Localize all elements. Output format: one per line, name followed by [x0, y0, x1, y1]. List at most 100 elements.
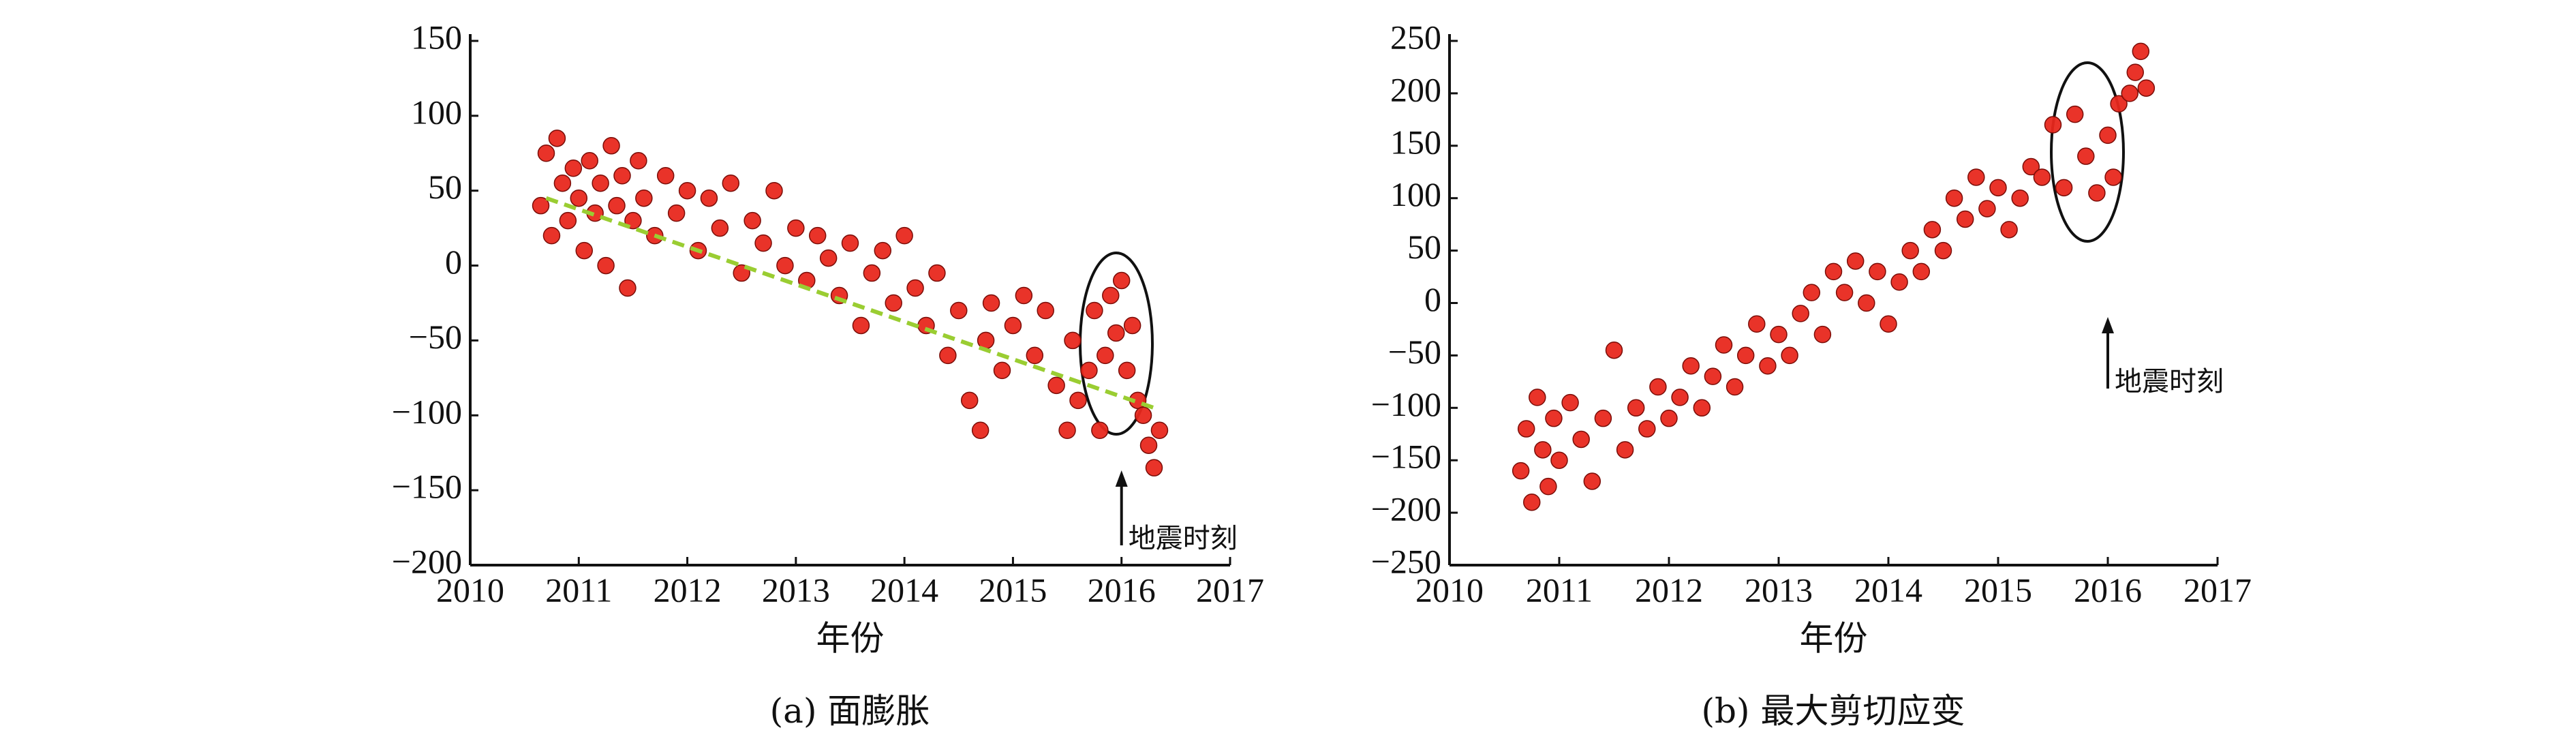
scatter-point — [1715, 336, 1733, 354]
x-tick-label: 2012 — [1635, 571, 1703, 609]
y-tick-label: −150 — [1371, 438, 1441, 476]
scatter-point — [1080, 361, 1098, 380]
x-tick-label: 2012 — [654, 571, 722, 609]
scatter-point — [537, 145, 555, 162]
scatter-point — [1858, 294, 1875, 312]
scatter-point — [1517, 420, 1535, 438]
scatter-point — [613, 166, 631, 185]
scatter-point — [1923, 221, 1942, 239]
scatter-point — [928, 264, 946, 282]
scatter-point — [559, 211, 577, 230]
scatter-point — [700, 189, 718, 207]
scatter-point — [1015, 286, 1033, 305]
scatter-point — [808, 226, 827, 245]
scatter-point — [841, 234, 859, 252]
y-tick-label: −200 — [392, 542, 462, 580]
scatter-point — [2099, 126, 2117, 145]
scatter-point — [1523, 493, 1541, 511]
scatter-point — [564, 160, 583, 177]
scatter-point — [619, 279, 637, 297]
scatter-point — [776, 256, 794, 275]
scatter-point — [2126, 63, 2144, 81]
scatter-point — [2110, 95, 2128, 113]
scatter-point — [2104, 168, 2122, 186]
scatter-point — [885, 294, 902, 312]
annotation-text: 地震时刻 — [2115, 366, 2224, 397]
scatter-point — [1572, 430, 1590, 449]
scatter-point — [2000, 221, 2018, 239]
x-tick-label: 2015 — [1964, 571, 2032, 609]
chart: −250 −200 −150 −100 −50 0 50 100 150 200 250 2010 20… — [1371, 18, 2252, 731]
scatter-point — [1145, 459, 1163, 477]
scatter-point — [1102, 286, 1120, 305]
scatter-point — [1529, 389, 1546, 406]
highlight-ellipse — [2050, 61, 2125, 243]
scatter-point — [1123, 316, 1141, 335]
scatter-point — [532, 196, 550, 215]
scatter-point — [1869, 262, 1886, 281]
scatter-point — [1064, 331, 1082, 350]
scatter-point — [1594, 409, 1612, 427]
scatter-point — [1616, 441, 1634, 459]
scatter-point — [1058, 421, 1076, 440]
scatter-point — [743, 211, 761, 230]
scatter-point — [1956, 210, 1974, 228]
scatter-point — [1770, 325, 1788, 344]
arrow-head — [1115, 470, 1128, 487]
scatter-point — [1803, 284, 1821, 301]
y-tick-label: 50 — [428, 168, 462, 206]
y-tick-label: 250 — [1390, 18, 1441, 56]
scatter-point — [608, 196, 626, 215]
scatter-point — [597, 256, 615, 275]
scatter-point — [1004, 316, 1022, 335]
scatter-point — [754, 234, 772, 252]
y-tick-label: 150 — [411, 18, 462, 56]
scatter-point — [575, 241, 593, 260]
scatter-point — [1047, 376, 1065, 395]
scatter-point — [1890, 273, 1908, 291]
y-tick-label: 100 — [411, 93, 462, 131]
x-tick-label: 2011 — [1526, 571, 1593, 609]
scatter-point — [570, 189, 588, 207]
scatter-point — [819, 249, 838, 267]
scatter-point — [542, 226, 561, 245]
scatter-point — [2088, 184, 2106, 202]
y-tick-label: −100 — [1371, 385, 1441, 423]
scatter-point — [1792, 305, 1809, 322]
scatter-point — [1150, 421, 1169, 440]
scatter-point — [553, 174, 572, 192]
x-tick-label: 2011 — [545, 571, 612, 609]
x-tick-label: 2010 — [1415, 571, 1484, 609]
scatter-point — [2132, 42, 2150, 61]
scatter-point — [1901, 241, 1919, 260]
scatter-point — [874, 241, 892, 260]
scatter-point — [1583, 472, 1601, 490]
scatter-point — [1545, 409, 1563, 427]
scatter-point — [1107, 324, 1125, 342]
scatter-point — [2044, 116, 2062, 134]
y-tick-label: −100 — [392, 393, 462, 431]
scatter-point — [1759, 357, 1777, 375]
scatter-point — [1824, 262, 1843, 281]
scatter-point — [1726, 378, 1744, 396]
y-tick-label: 150 — [1390, 123, 1441, 161]
x-tick-label: 2013 — [762, 571, 830, 609]
scatter-point — [2121, 85, 2138, 102]
scatter-point — [863, 264, 881, 282]
scatter-point — [1978, 200, 1996, 217]
scatter-point — [1037, 301, 1054, 320]
scatter-point — [592, 174, 609, 192]
scatter-point — [1813, 325, 1832, 344]
x-tick-label: 2010 — [436, 571, 504, 609]
trend-line — [545, 196, 1155, 410]
scatter-point — [1627, 399, 1645, 417]
y-tick-label: 100 — [1390, 175, 1441, 213]
x-tick-label: 2014 — [1854, 571, 1922, 609]
scatter-point — [1118, 361, 1136, 380]
scatter-point — [711, 219, 729, 237]
scatter-point — [1026, 346, 1044, 365]
scatter-point — [722, 174, 740, 192]
x-tick-label: 2014 — [870, 571, 938, 609]
